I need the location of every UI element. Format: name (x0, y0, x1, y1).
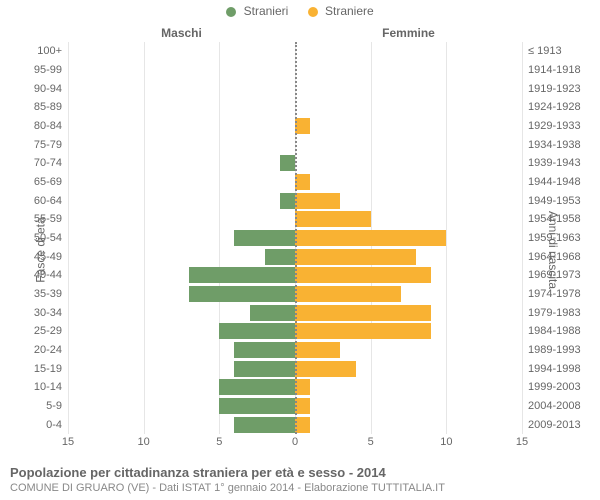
age-label: 100+ (37, 45, 68, 57)
birth-year-label: 1964-1968 (522, 251, 581, 263)
age-label: 30-34 (34, 307, 68, 319)
footer-subtitle: COMUNE DI GRUARO (VE) - Dati ISTAT 1° ge… (10, 482, 590, 494)
bar-male (219, 398, 295, 414)
bar-female (295, 249, 416, 265)
bar-female (295, 193, 340, 209)
legend-item-male: Stranieri (226, 4, 288, 18)
birth-year-label: 1919-1923 (522, 83, 581, 95)
age-label: 75-79 (34, 139, 68, 151)
bar-female (295, 342, 340, 358)
bar-female (295, 230, 446, 246)
birth-year-label: 2009-2013 (522, 419, 581, 431)
legend: Stranieri Straniere (0, 4, 600, 18)
birth-year-label: 1934-1938 (522, 139, 581, 151)
birth-year-label: 1949-1953 (522, 195, 581, 207)
age-label: 15-19 (34, 363, 68, 375)
center-line (295, 42, 297, 434)
population-pyramid-chart: Stranieri Straniere Maschi Femmine Fasce… (0, 0, 600, 500)
legend-label-male: Stranieri (244, 4, 289, 18)
legend-swatch-male (226, 7, 236, 17)
x-axis: 15105051015 (68, 434, 522, 454)
age-label: 40-44 (34, 269, 68, 281)
birth-year-label: 1944-1948 (522, 176, 581, 188)
column-header-male: Maschi (161, 26, 202, 40)
age-label: 0-4 (46, 419, 68, 431)
birth-year-label: 1959-1963 (522, 232, 581, 244)
bar-male (234, 417, 295, 433)
bar-male (189, 267, 295, 283)
birth-year-label: 1999-2003 (522, 381, 581, 393)
footer-title: Popolazione per cittadinanza straniera p… (10, 465, 590, 480)
age-label: 95-99 (34, 64, 68, 76)
bar-male (265, 249, 295, 265)
birth-year-label: 1924-1928 (522, 101, 581, 113)
bar-male (219, 379, 295, 395)
birth-year-label: 1984-1988 (522, 325, 581, 337)
age-label: 85-89 (34, 101, 68, 113)
bar-male (234, 342, 295, 358)
age-label: 80-84 (34, 120, 68, 132)
legend-swatch-female (308, 7, 318, 17)
age-label: 20-24 (34, 344, 68, 356)
age-label: 55-59 (34, 213, 68, 225)
x-tick-label: 0 (292, 436, 298, 448)
age-label: 60-64 (34, 195, 68, 207)
plot-area: 15105051015 100+≤ 191395-991914-191890-9… (68, 42, 522, 434)
bar-male (280, 155, 295, 171)
legend-item-female: Straniere (308, 4, 374, 18)
bar-male (189, 286, 295, 302)
birth-year-label: 1994-1998 (522, 363, 581, 375)
age-label: 35-39 (34, 288, 68, 300)
bar-female (295, 174, 310, 190)
birth-year-label: 1929-1933 (522, 120, 581, 132)
bar-male (234, 361, 295, 377)
bar-female (295, 305, 431, 321)
birth-year-label: 2004-2008 (522, 400, 581, 412)
age-label: 25-29 (34, 325, 68, 337)
age-label: 90-94 (34, 83, 68, 95)
bar-male (234, 230, 295, 246)
birth-year-label: 1989-1993 (522, 344, 581, 356)
x-tick-label: 5 (216, 436, 222, 448)
birth-year-label: 1954-1958 (522, 213, 581, 225)
age-label: 65-69 (34, 176, 68, 188)
bar-female (295, 398, 310, 414)
bar-female (295, 417, 310, 433)
bar-female (295, 118, 310, 134)
birth-year-label: 1979-1983 (522, 307, 581, 319)
birth-year-label: 1939-1943 (522, 157, 581, 169)
bar-male (280, 193, 295, 209)
x-tick-label: 5 (368, 436, 374, 448)
column-header-female: Femmine (382, 26, 435, 40)
x-tick-label: 15 (62, 436, 74, 448)
age-label: 5-9 (46, 400, 68, 412)
birth-year-label: ≤ 1913 (522, 45, 562, 57)
birth-year-label: 1969-1973 (522, 269, 581, 281)
x-tick-label: 10 (138, 436, 150, 448)
birth-year-label: 1974-1978 (522, 288, 581, 300)
bar-female (295, 323, 431, 339)
x-tick-label: 10 (440, 436, 452, 448)
age-label: 70-74 (34, 157, 68, 169)
bar-female (295, 211, 371, 227)
birth-year-label: 1914-1918 (522, 64, 581, 76)
bar-female (295, 379, 310, 395)
bar-male (219, 323, 295, 339)
age-label: 10-14 (34, 381, 68, 393)
chart-footer: Popolazione per cittadinanza straniera p… (10, 465, 590, 494)
age-label: 45-49 (34, 251, 68, 263)
bar-female (295, 286, 401, 302)
legend-label-female: Straniere (325, 4, 374, 18)
age-label: 50-54 (34, 232, 68, 244)
bar-female (295, 361, 356, 377)
bar-female (295, 267, 431, 283)
x-tick-label: 15 (516, 436, 528, 448)
bar-male (250, 305, 295, 321)
